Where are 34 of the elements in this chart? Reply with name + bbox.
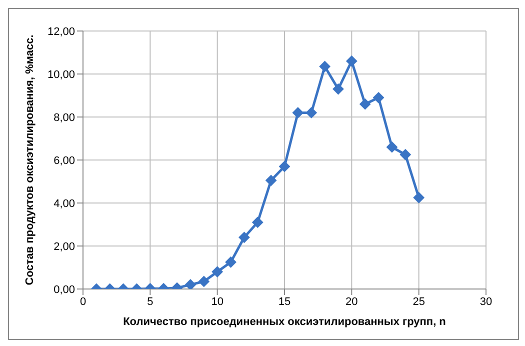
- point: [266, 174, 277, 186]
- y-tick-label: 12,00: [47, 26, 75, 38]
- x-tick-label: 0: [80, 296, 86, 308]
- x-tick-label: 25: [412, 296, 425, 308]
- point: [373, 92, 384, 104]
- point: [238, 232, 250, 243]
- point: [252, 216, 264, 228]
- point: [413, 192, 424, 204]
- point: [346, 56, 358, 67]
- x-axis-title: Количество присоединенных оксиэтилированных групп, n: [123, 316, 446, 328]
- point: [332, 84, 344, 95]
- y-tick-label: 4,00: [54, 198, 75, 210]
- point: [360, 98, 371, 110]
- point: [386, 142, 398, 153]
- y-tick-label: 6,00: [54, 154, 75, 167]
- point: [292, 107, 304, 118]
- y-tick-label: 0,00: [54, 284, 75, 296]
- point: [319, 60, 330, 72]
- y-axis-title: Состав продуктов оксиэтилирования, %масс.: [24, 34, 36, 286]
- y-tick-label: 10,00: [47, 68, 75, 81]
- point: [184, 279, 196, 289]
- point: [212, 266, 223, 278]
- point: [279, 160, 290, 172]
- y-tick-label: 2,00: [54, 240, 75, 253]
- y-tick-label: 8,00: [54, 112, 75, 124]
- x-tick-label: 5: [147, 296, 154, 308]
- point: [306, 107, 317, 118]
- point: [198, 276, 210, 287]
- point: [225, 256, 236, 268]
- x-tick-label: 30: [480, 296, 492, 308]
- point: [400, 149, 411, 160]
- x-tick-label: 10: [211, 296, 224, 308]
- x-tick-label: 15: [278, 296, 291, 308]
- x-tick-label: 20: [346, 296, 358, 308]
